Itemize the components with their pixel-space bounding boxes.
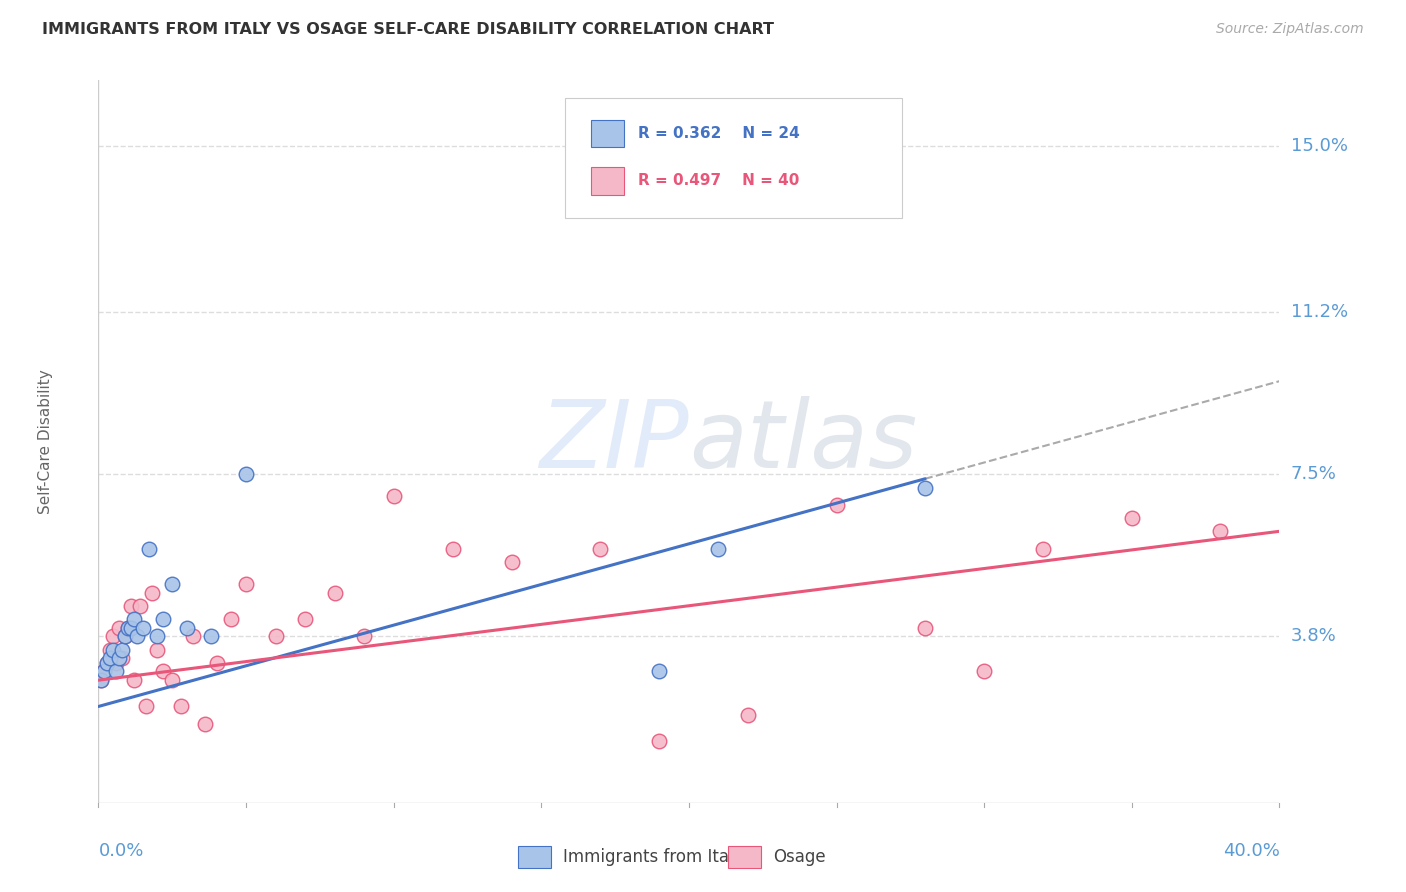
Point [648, 734, 671, 748]
Text: Self-Care Disability: Self-Care Disability [38, 369, 53, 514]
Point [122, 673, 145, 688]
Point [93, 665, 115, 679]
Point [825, 498, 848, 512]
Point [108, 621, 131, 635]
Text: Source: ZipAtlas.com: Source: ZipAtlas.com [1216, 22, 1364, 37]
Point [973, 665, 995, 679]
Point [141, 585, 163, 599]
Point [294, 612, 316, 626]
FancyBboxPatch shape [517, 847, 551, 868]
Text: R = 0.362    N = 24: R = 0.362 N = 24 [638, 127, 800, 141]
FancyBboxPatch shape [565, 98, 901, 218]
Point [98, 642, 121, 657]
Point [138, 541, 160, 556]
Point [132, 621, 155, 635]
Point [114, 629, 136, 643]
Point [90, 673, 112, 688]
Text: atlas: atlas [689, 396, 917, 487]
Point [170, 699, 193, 714]
Point [105, 665, 128, 679]
Point [501, 555, 523, 569]
Point [914, 621, 936, 635]
Point [93, 665, 115, 679]
FancyBboxPatch shape [591, 167, 624, 194]
FancyBboxPatch shape [728, 847, 761, 868]
Point [914, 481, 936, 495]
Text: IMMIGRANTS FROM ITALY VS OSAGE SELF-CARE DISABILITY CORRELATION CHART: IMMIGRANTS FROM ITALY VS OSAGE SELF-CARE… [42, 22, 775, 37]
Point [146, 629, 169, 643]
Text: 40.0%: 40.0% [1223, 842, 1279, 860]
Text: Osage: Osage [773, 848, 825, 866]
Point [707, 541, 730, 556]
Point [152, 665, 174, 679]
Point [135, 699, 157, 714]
Text: 15.0%: 15.0% [1291, 137, 1347, 155]
Point [111, 651, 134, 665]
Point [181, 629, 204, 643]
Point [120, 599, 142, 613]
Point [737, 708, 759, 723]
Point [146, 642, 169, 657]
Text: 3.8%: 3.8% [1291, 627, 1336, 646]
Point [111, 642, 134, 657]
Point [103, 642, 125, 657]
Point [152, 612, 174, 626]
Point [125, 629, 148, 643]
Text: 7.5%: 7.5% [1291, 466, 1337, 483]
Text: 11.2%: 11.2% [1291, 303, 1348, 321]
Point [114, 629, 136, 643]
Point [221, 612, 243, 626]
Point [200, 629, 222, 643]
Point [441, 541, 464, 556]
Point [1121, 511, 1143, 525]
Point [98, 651, 121, 665]
Point [323, 585, 346, 599]
Point [96, 656, 118, 670]
Point [589, 541, 612, 556]
Point [90, 673, 112, 688]
Text: ZIP: ZIP [540, 396, 689, 487]
Point [162, 673, 183, 688]
Point [264, 629, 287, 643]
Point [117, 621, 139, 635]
Point [122, 612, 145, 626]
Point [105, 656, 128, 670]
Point [103, 629, 125, 643]
Point [353, 629, 375, 643]
Point [162, 577, 183, 591]
Point [648, 665, 671, 679]
Point [382, 489, 405, 503]
Point [128, 599, 150, 613]
Point [194, 717, 217, 731]
Text: Immigrants from Italy: Immigrants from Italy [562, 848, 742, 866]
Point [1209, 524, 1232, 539]
Point [1032, 541, 1054, 556]
Point [120, 621, 142, 635]
Text: 0.0%: 0.0% [98, 842, 143, 860]
FancyBboxPatch shape [591, 120, 624, 147]
Point [176, 621, 198, 635]
Point [117, 621, 139, 635]
Point [108, 651, 131, 665]
Point [235, 577, 257, 591]
Text: R = 0.497    N = 40: R = 0.497 N = 40 [638, 173, 800, 188]
Point [205, 656, 228, 670]
Point [96, 656, 118, 670]
Point [235, 467, 257, 482]
